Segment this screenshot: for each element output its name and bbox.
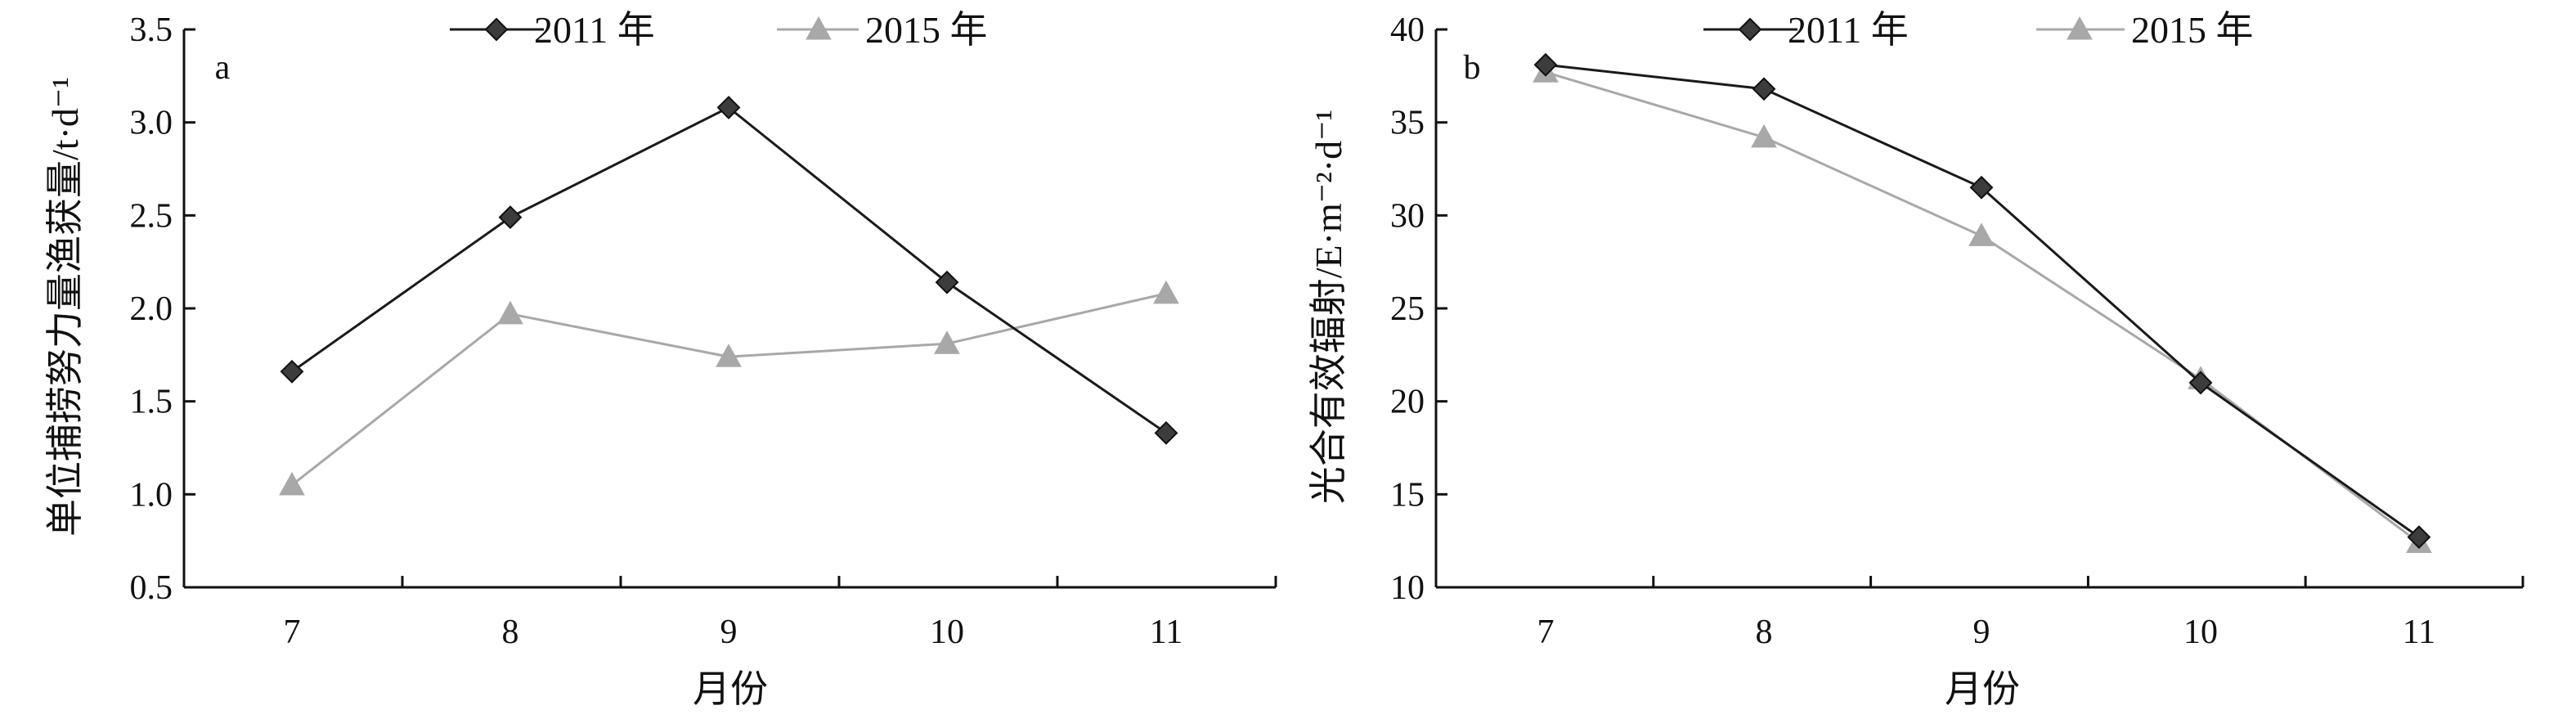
y-tick-label: 2.0 xyxy=(130,290,173,328)
series-line-1 xyxy=(291,106,1167,434)
legend-marker-1 xyxy=(484,17,509,42)
data-point-series-1 xyxy=(2407,525,2431,550)
x-tick-label: 9 xyxy=(1973,613,1990,651)
y-tick-label: 3.0 xyxy=(130,105,173,142)
y-tick-label: 40 xyxy=(1390,11,1425,49)
x-tick-label: 11 xyxy=(2403,613,2435,651)
series-line-2 xyxy=(291,292,1167,487)
y-tick-label: 1.0 xyxy=(130,476,173,514)
y-tick-label: 35 xyxy=(1390,105,1425,142)
x-tick-label: 10 xyxy=(930,613,964,651)
legend-marker-2 xyxy=(806,16,832,40)
data-point-series-1 xyxy=(716,96,741,119)
x-tick-label: 8 xyxy=(502,613,519,651)
y-axis-title: 单位捕捞努力量渔获量/t·d⁻¹ xyxy=(44,77,86,537)
data-point-series-2 xyxy=(279,471,305,496)
x-tick-label: 8 xyxy=(1756,613,1773,651)
series-line-1 xyxy=(1545,63,2420,538)
y-tick-label: 10 xyxy=(1390,569,1425,607)
panel-a-chart: 0.5 1.0 1.5 2.0 2.5 3.0 3.5 7 8 9 10 11 月份 单位捕捞努力量渔获量… xyxy=(44,9,1277,710)
x-tick-label: 9 xyxy=(720,613,738,651)
panel-b-chart: 10 15 20 25 30 35 40 7 8 9 10 11 月份 光合有效辐射/E·m⁻²·d⁻¹ b… xyxy=(1308,9,2524,710)
data-point-series-1 xyxy=(498,205,523,230)
y-tick-label: 25 xyxy=(1390,290,1425,328)
series-line-2 xyxy=(1545,70,2420,544)
data-point-series-1 xyxy=(1533,52,1558,77)
legend-label-2: 2015 年 xyxy=(2131,9,2254,51)
legend-label-1: 2011 年 xyxy=(1788,9,1909,51)
x-tick-label: 11 xyxy=(1150,613,1183,651)
x-tick-label: 10 xyxy=(2183,613,2218,651)
legend-label-2: 2015 年 xyxy=(865,9,988,51)
x-tick-label: 7 xyxy=(1537,613,1555,651)
y-tick-label: 2.5 xyxy=(130,197,173,235)
x-axis-title: 月份 xyxy=(693,668,768,710)
data-point-series-2 xyxy=(497,300,523,325)
x-axis-title: 月份 xyxy=(1945,668,2020,710)
y-tick-label: 0.5 xyxy=(130,569,173,607)
y-tick-label: 1.5 xyxy=(130,384,173,421)
legend-marker-2 xyxy=(2067,16,2093,40)
x-tick-label: 7 xyxy=(284,613,301,651)
y-axis-title: 光合有效辐射/E·m⁻²·d⁻¹ xyxy=(1308,110,1349,504)
data-point-series-1 xyxy=(1752,77,1776,101)
y-tick-label: 15 xyxy=(1390,476,1425,514)
legend-label-1: 2011 年 xyxy=(534,9,655,51)
y-tick-label: 3.5 xyxy=(130,11,173,49)
data-point-series-2 xyxy=(716,344,742,367)
data-point-series-2 xyxy=(1968,222,1995,246)
y-tick-label: 30 xyxy=(1390,197,1425,235)
data-point-series-2 xyxy=(1751,124,1777,148)
data-point-series-1 xyxy=(2188,371,2213,395)
data-point-series-1 xyxy=(1154,420,1178,445)
panel-label: b xyxy=(1464,49,1481,87)
data-point-series-2 xyxy=(934,330,960,354)
data-point-series-2 xyxy=(1153,280,1179,304)
data-point-series-1 xyxy=(280,359,304,384)
data-point-series-1 xyxy=(935,270,959,294)
y-tick-label: 20 xyxy=(1390,384,1425,421)
legend-marker-1 xyxy=(1738,17,1762,42)
data-point-series-1 xyxy=(1969,175,1994,200)
panel-label: a xyxy=(215,49,231,87)
